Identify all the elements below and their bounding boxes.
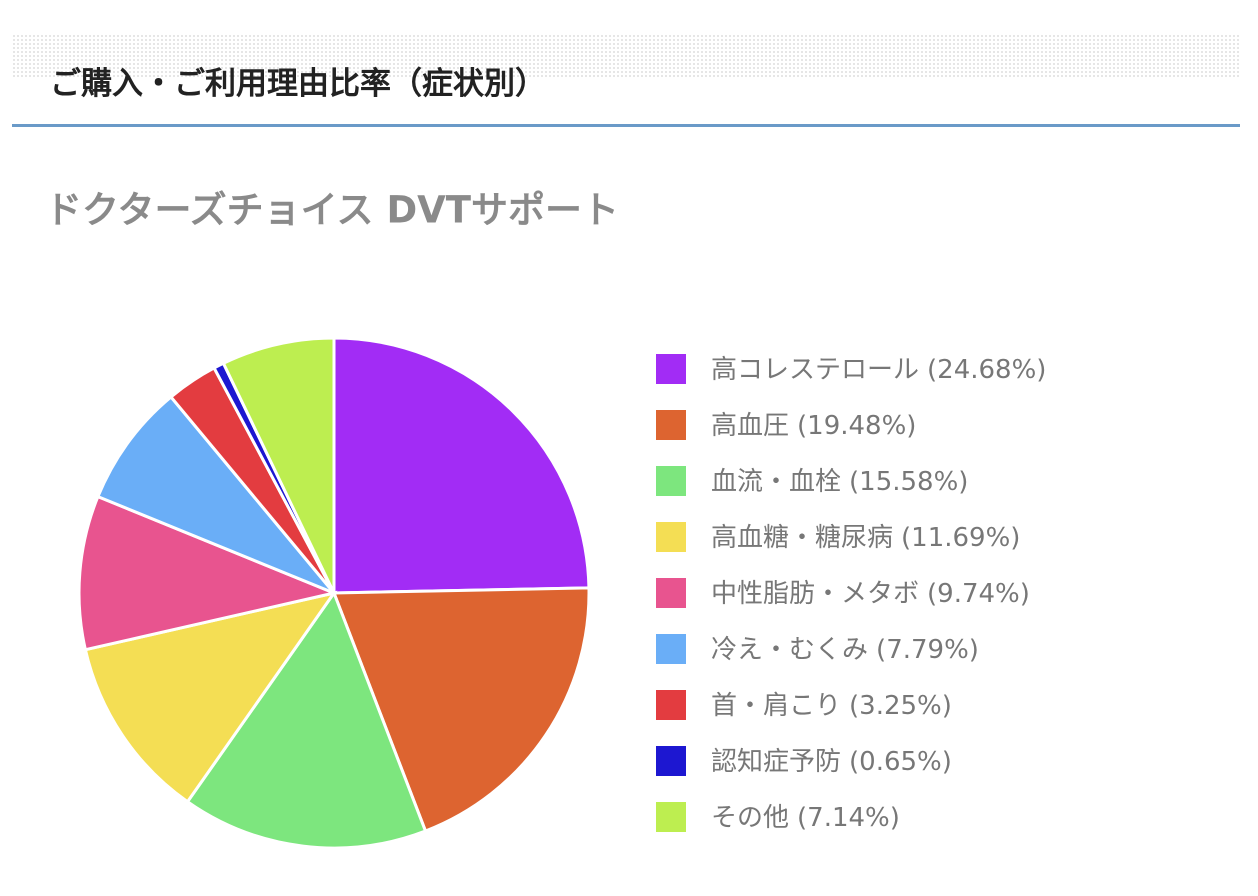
legend-swatch	[656, 634, 686, 664]
header-title: ご購入・ご利用理由比率（症状別）	[50, 66, 546, 102]
legend-label: 血流・血栓 (15.58%)	[711, 467, 968, 497]
legend-category: 血流・血栓	[711, 467, 841, 497]
legend-label: 首・肩こり (3.25%)	[711, 691, 952, 721]
legend-label: 高血圧 (19.48%)	[711, 411, 916, 441]
legend-label: 高コレステロール (24.68%)	[711, 355, 1046, 385]
legend-category: 中性脂肪・メタボ	[711, 579, 919, 609]
legend-category: 高コレステロール	[711, 355, 919, 385]
legend-category: 冷え・むくみ	[711, 635, 868, 665]
pie-slice	[221, 336, 336, 594]
legend-category: 高血圧	[711, 411, 789, 441]
pie-slice	[77, 494, 339, 652]
legend-label: その他 (7.14%)	[711, 803, 900, 833]
legend-swatch	[656, 802, 686, 832]
header-rule	[12, 124, 1240, 127]
legend-value: (9.74%)	[927, 579, 1030, 609]
header-band	[12, 34, 1240, 78]
pie-slice	[332, 336, 591, 595]
legend-label: 冷え・むくみ (7.79%)	[711, 635, 979, 665]
legend-swatch	[656, 466, 686, 496]
pie-slice	[185, 589, 428, 850]
pie-slice	[331, 586, 591, 833]
legend-category: 高血糖・糖尿病	[711, 523, 893, 553]
legend-swatch	[656, 410, 686, 440]
legend-value: (0.65%)	[849, 747, 952, 777]
legend-swatch	[656, 690, 686, 720]
legend-category: 首・肩こり	[711, 691, 841, 721]
legend-value: (7.14%)	[797, 803, 900, 833]
legend-swatch	[656, 522, 686, 552]
legend-value: (11.69%)	[901, 523, 1020, 553]
legend-value: (15.58%)	[849, 467, 968, 497]
legend-value: (3.25%)	[849, 691, 952, 721]
legend-label: 認知症予防 (0.65%)	[711, 747, 952, 777]
legend-value: (7.79%)	[876, 635, 979, 665]
legend-category: その他	[711, 803, 789, 833]
chart-title: ドクターズチョイス DVTサポート	[45, 189, 619, 232]
pie-slice	[83, 590, 338, 804]
legend-swatch	[656, 354, 686, 384]
legend-swatch	[656, 578, 686, 608]
legend-label: 中性脂肪・メタボ (9.74%)	[711, 579, 1030, 609]
pie-slice	[95, 394, 336, 595]
legend-category: 認知症予防	[711, 747, 841, 777]
legend-label: 高血糖・糖尿病 (11.69%)	[711, 523, 1020, 553]
legend-value: (19.48%)	[797, 411, 916, 441]
legend-swatch	[656, 746, 686, 776]
legend-value: (24.68%)	[927, 355, 1046, 385]
